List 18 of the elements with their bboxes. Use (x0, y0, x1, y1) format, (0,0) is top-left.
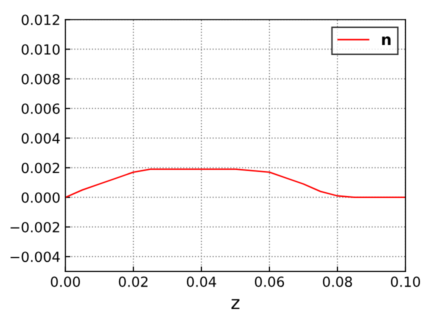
x-tick-label: 0.04 (186, 276, 216, 288)
line-series (65, 168, 406, 198)
y-tick-label: 0.000 (22, 192, 60, 203)
y-tick-label: −0.002 (10, 222, 60, 232)
x-tick-label: 0.10 (390, 276, 420, 288)
y-tick-label: 0.006 (22, 103, 60, 114)
legend-label: n (382, 36, 391, 45)
y-tick-label: 0.012 (22, 14, 60, 26)
y-tick-label: 0.004 (22, 133, 60, 144)
y-tick-label: −0.004 (10, 252, 60, 262)
y-tick-label: 0.008 (22, 74, 60, 84)
y-tick-label: 0.002 (22, 162, 60, 174)
x-tick-label: 0.06 (254, 276, 284, 288)
x-tick-label: 0.08 (322, 276, 352, 288)
x-axis-title: z (231, 299, 240, 309)
x-tick-label: 0.02 (118, 276, 148, 288)
x-tick-label: 0.00 (50, 276, 80, 288)
y-tick-label: 0.010 (22, 44, 60, 55)
